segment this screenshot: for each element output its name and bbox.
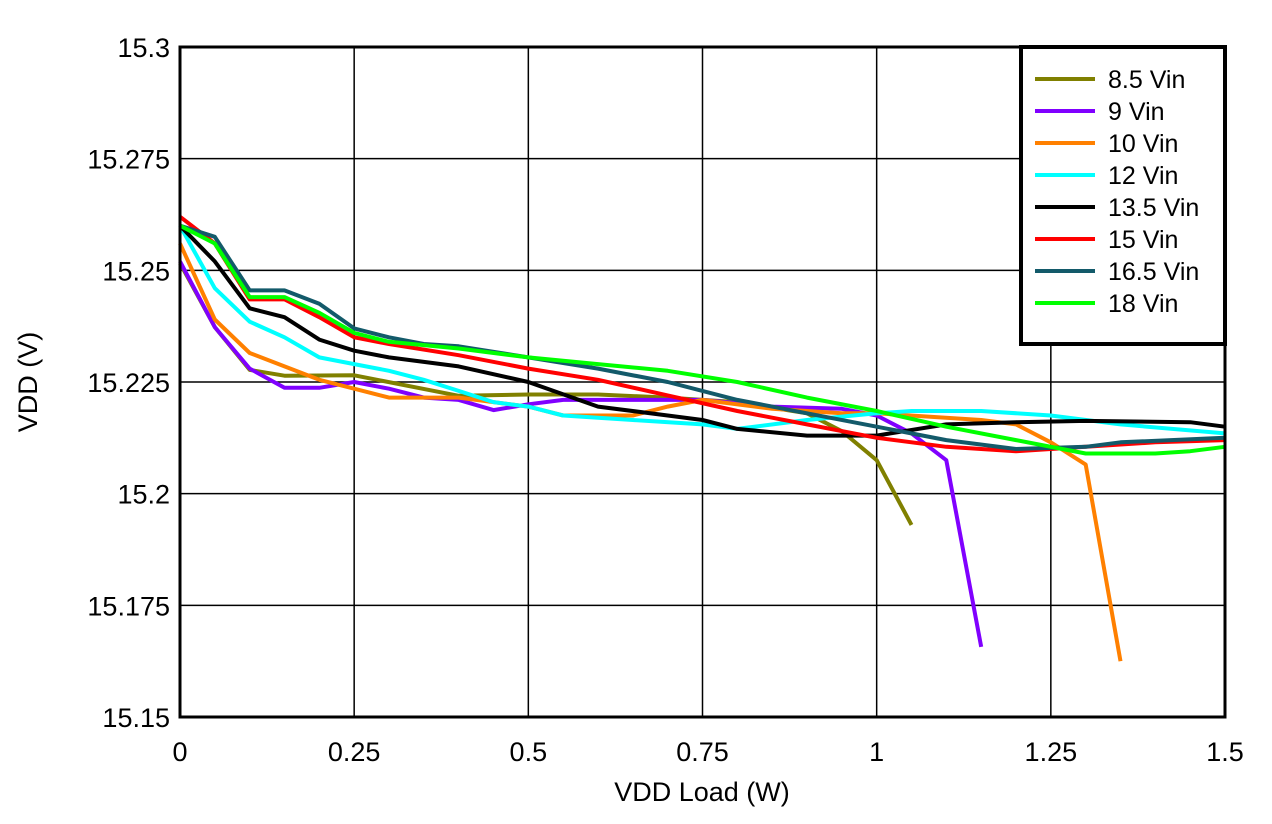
legend-label: 10 Vin [1108,130,1178,158]
series-line-9-vin [178,260,984,648]
y-tick-label: 15.225 [87,368,170,398]
legend-label: 16.5 Vin [1108,258,1199,286]
y-tick-label: 15.25 [102,256,170,286]
y-tick-label: 15.275 [87,145,170,175]
legend-label: 13.5 Vin [1108,194,1199,222]
y-axis-label: VDD (V) [13,332,43,433]
x-axis-label: VDD Load (W) [614,777,790,807]
legend: 8.5 Vin 9 Vin 10 Vin 12 Vin 13.5 Vin 15 Vin 16… [1019,45,1227,346]
series-line-12-vin [178,224,1226,436]
series-line-13-5-vin [178,224,1226,438]
series-line-16-5-vin [179,223,1226,451]
legend-label: 12 Vin [1108,162,1178,190]
x-tick-label: 1 [869,737,884,767]
series-lines [178,215,1226,662]
x-tick-label: 1.25 [1025,737,1078,767]
y-tick-labels: 15.15 15.175 15.2 15.225 15.25 15.275 15.3 [87,33,170,733]
x-tick-label: 1.5 [1206,737,1244,767]
x-tick-label: 0 [172,737,187,767]
legend-label: 15 Vin [1108,226,1178,254]
y-tick-label: 15.15 [102,703,170,733]
y-tick-label: 15.3 [117,33,170,63]
series-line-15-vin [178,215,1226,454]
plot-frame [178,45,1227,719]
legend-label: 8.5 Vin [1108,66,1185,94]
x-tick-labels: 0 0.25 0.5 0.75 1 1.25 1.5 [172,737,1243,767]
series-line-18-vin [179,223,1226,456]
x-tick-label: 0.25 [328,737,381,767]
x-tick-label: 0.5 [510,737,548,767]
x-tick-label: 0.75 [676,737,729,767]
legend-label: 9 Vin [1108,98,1165,126]
legend-label: 18 Vin [1108,290,1178,318]
y-tick-label: 15.2 [117,480,170,510]
y-tick-label: 15.175 [87,591,170,621]
legend-box [1019,45,1227,346]
